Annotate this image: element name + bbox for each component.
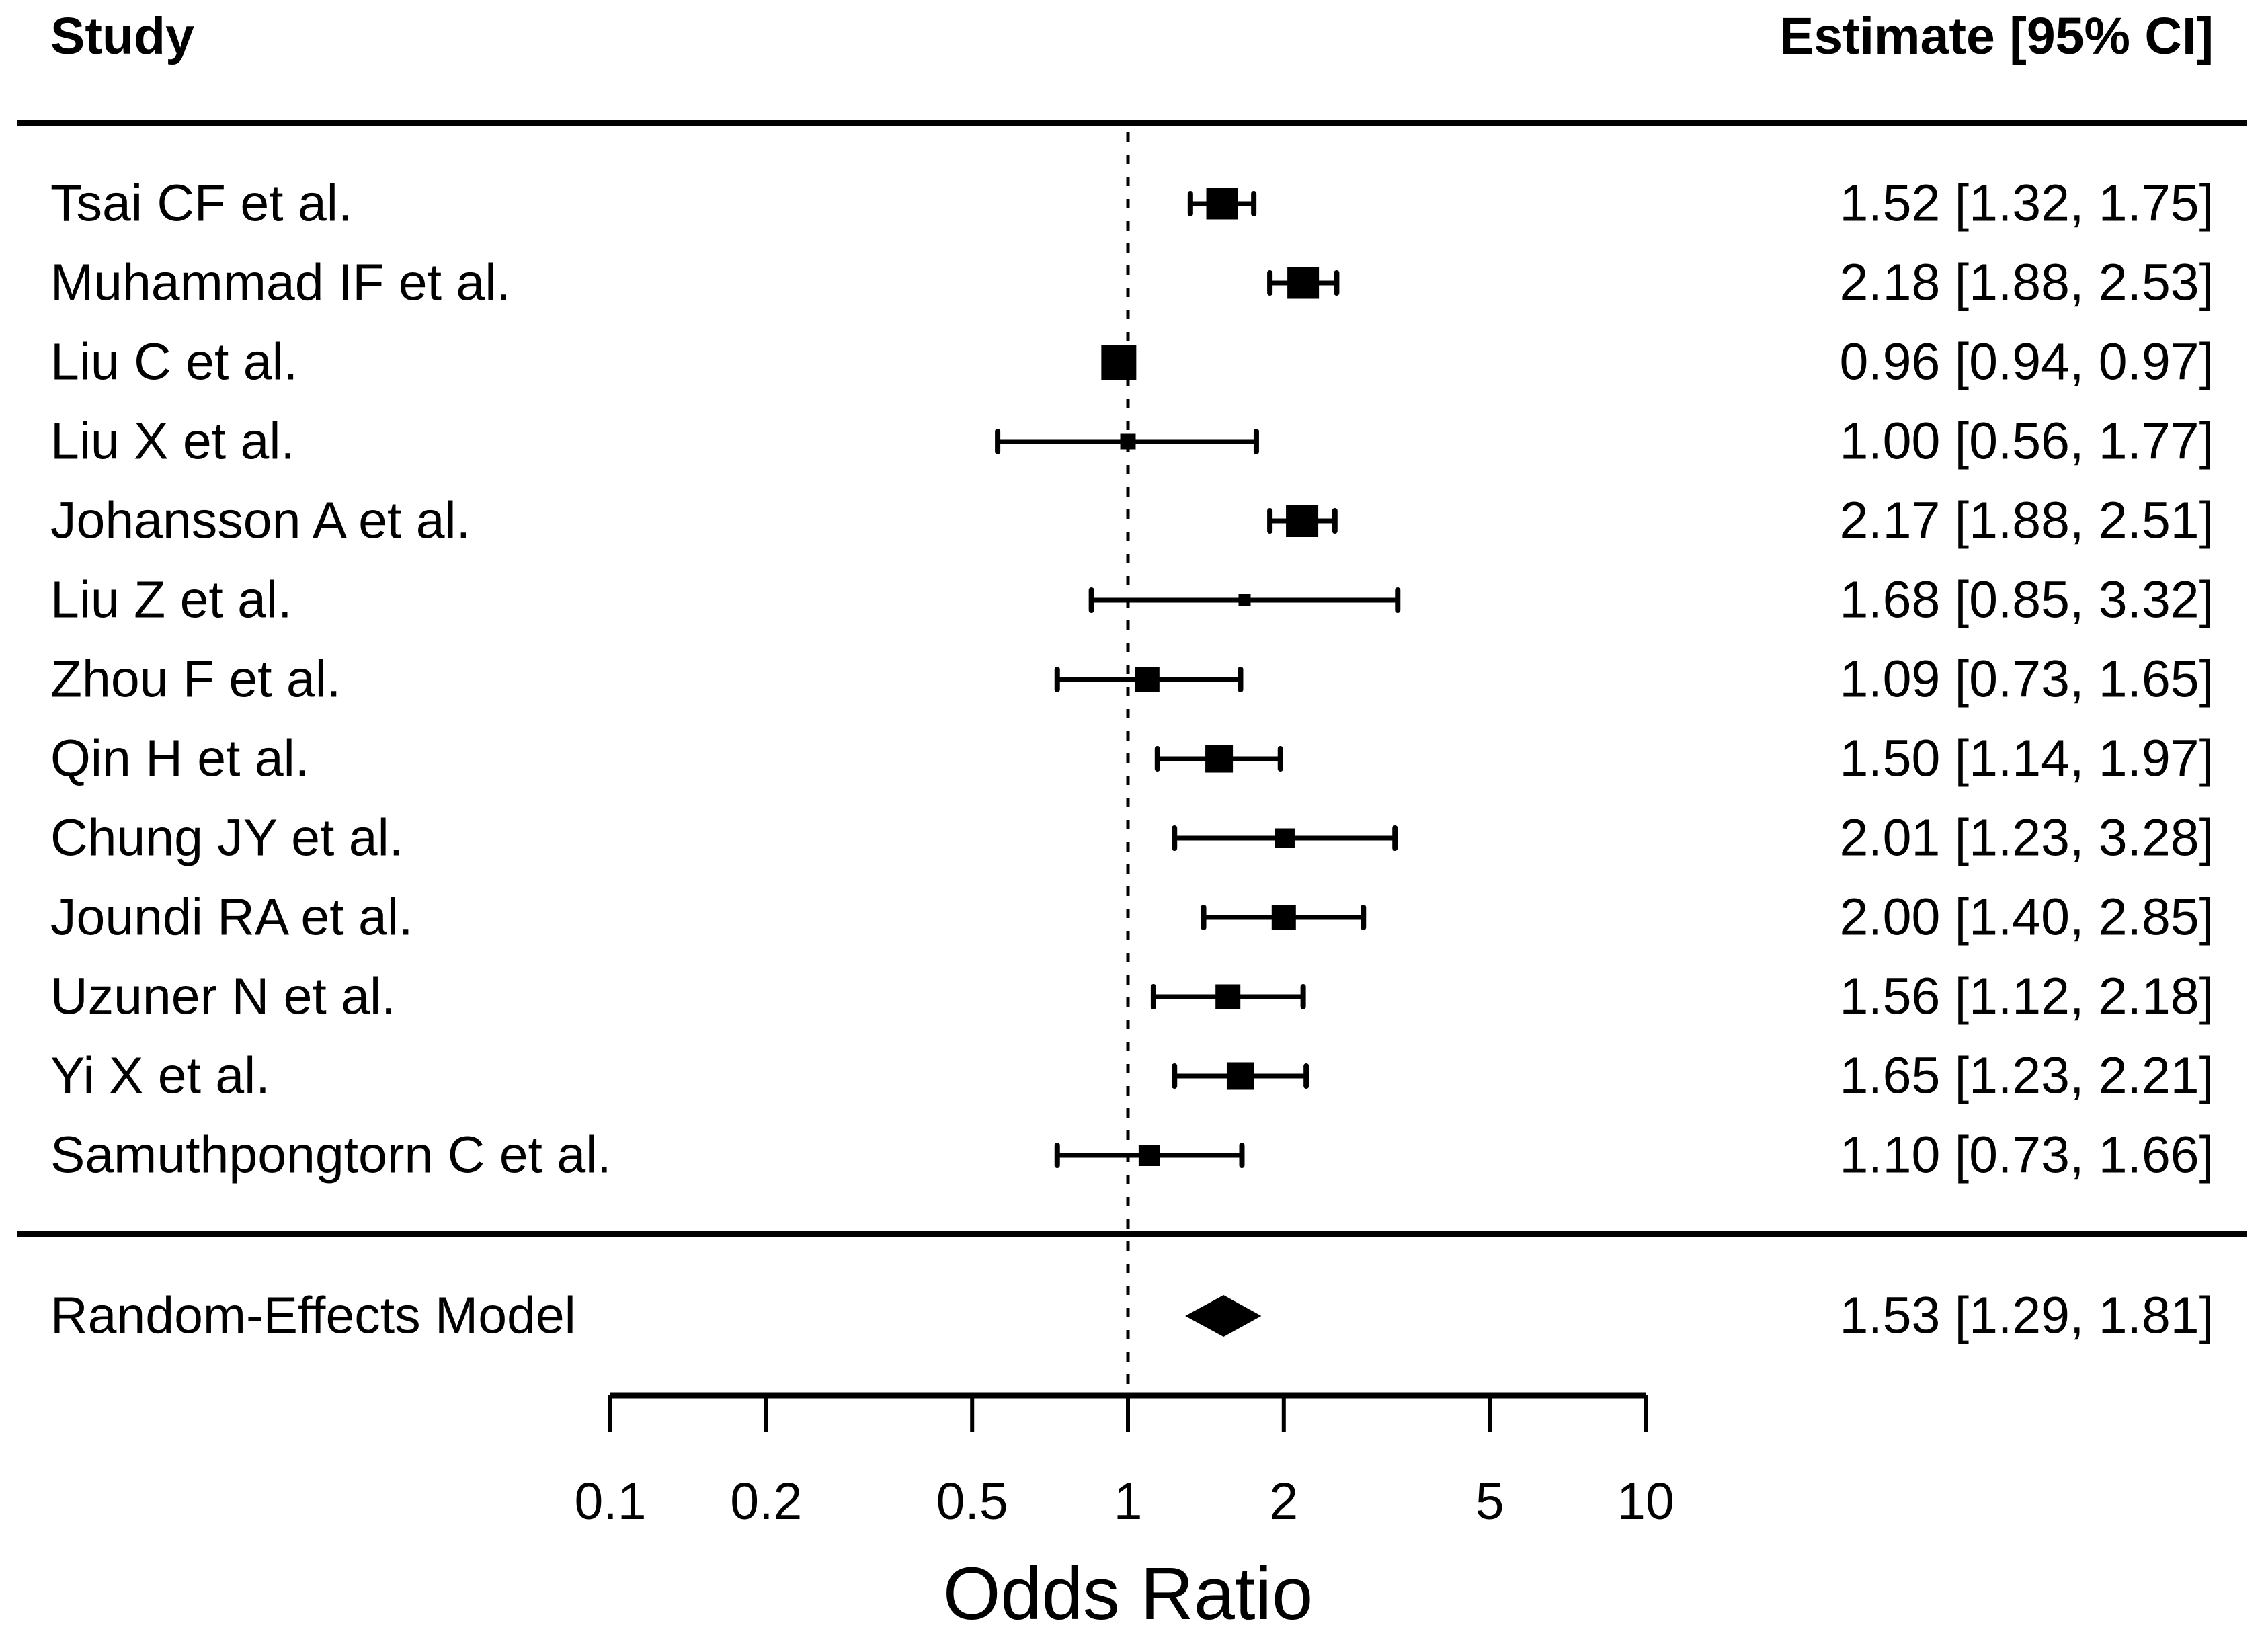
study-estimate: 2.00 [1.40, 2.85]	[1839, 888, 2214, 946]
study-name: Liu Z et al.	[50, 571, 292, 629]
estimate-square	[1226, 1062, 1254, 1090]
study-estimate: 2.18 [1.88, 2.53]	[1839, 253, 2214, 312]
x-tick-label: 0.2	[730, 1473, 803, 1530]
summary-label: Random-Effects Model	[50, 1286, 576, 1345]
estimate-square	[1205, 745, 1234, 773]
header-rule	[17, 120, 2247, 126]
study-name: Uzuner N et al.	[50, 967, 396, 1026]
x-tick-label: 1	[1113, 1473, 1143, 1530]
study-name: Liu C et al.	[50, 333, 298, 391]
summary-rule	[17, 1231, 2247, 1237]
study-name: Yi X et al.	[50, 1046, 270, 1105]
x-tick-label: 0.5	[936, 1473, 1008, 1530]
study-name: Samuthpongtorn C et al.	[50, 1126, 612, 1184]
study-estimate: 1.56 [1.12, 2.18]	[1839, 967, 2214, 1026]
study-estimate: 1.09 [0.73, 1.65]	[1839, 650, 2214, 708]
estimate-square	[1135, 667, 1160, 692]
study-name: Qin H et al.	[50, 729, 310, 788]
estimate-square	[1238, 594, 1251, 606]
summary-diamond	[1185, 1295, 1262, 1337]
column-header-study: Study	[50, 7, 194, 65]
study-name: Liu X et al.	[50, 412, 295, 470]
study-estimate: 1.52 [1.32, 1.75]	[1839, 174, 2214, 233]
estimate-square	[1286, 505, 1319, 537]
study-name: Joundi RA et al.	[50, 888, 413, 946]
estimate-square	[1138, 1145, 1160, 1166]
study-estimate: 2.01 [1.23, 3.28]	[1839, 809, 2214, 867]
x-tick-label: 5	[1475, 1473, 1504, 1530]
study-name: Johansson A et al.	[50, 491, 471, 550]
study-estimate: 0.96 [0.94, 0.97]	[1839, 333, 2214, 391]
study-name: Tsai CF et al.	[50, 174, 353, 233]
study-estimate: 1.50 [1.14, 1.97]	[1839, 729, 2214, 788]
estimate-square	[1287, 267, 1320, 299]
study-estimate: 1.68 [0.85, 3.32]	[1839, 571, 2214, 629]
study-estimate: 1.00 [0.56, 1.77]	[1839, 412, 2214, 470]
study-name: Zhou F et al.	[50, 650, 341, 708]
study-name: Muhammad IF et al.	[50, 253, 511, 312]
estimate-square	[1271, 905, 1296, 930]
estimate-square	[1215, 984, 1241, 1009]
study-estimate: 1.65 [1.23, 2.21]	[1839, 1046, 2214, 1105]
x-tick-label: 10	[1617, 1473, 1674, 1530]
estimate-square	[1101, 345, 1137, 380]
estimate-square	[1120, 433, 1136, 450]
estimate-square	[1275, 828, 1295, 848]
summary-estimate: 1.53 [1.29, 1.81]	[1839, 1286, 2214, 1345]
x-tick-label: 0.1	[574, 1473, 647, 1530]
study-name: Chung JY et al.	[50, 809, 404, 867]
x-tick-label: 2	[1269, 1473, 1299, 1530]
study-estimate: 1.10 [0.73, 1.66]	[1839, 1126, 2214, 1184]
x-axis-title: Odds Ratio	[942, 1553, 1313, 1635]
estimate-square	[1206, 188, 1238, 220]
column-header-estimate: Estimate [95% CI]	[1779, 7, 2214, 65]
study-estimate: 2.17 [1.88, 2.51]	[1839, 491, 2214, 550]
